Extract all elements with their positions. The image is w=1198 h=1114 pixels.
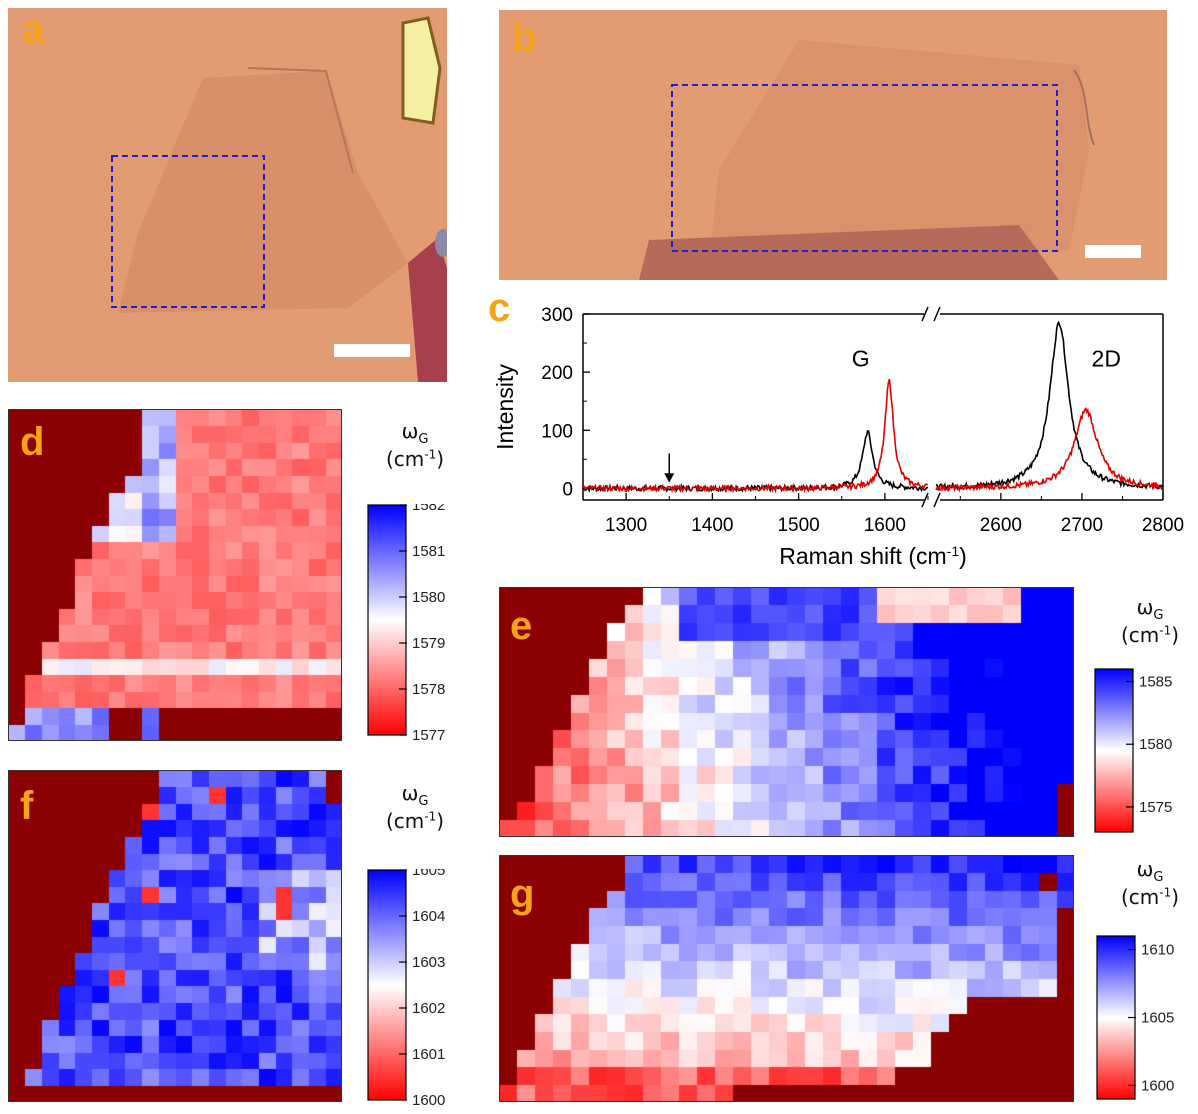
panel-label-g: g <box>510 872 535 916</box>
raman-map-d <box>9 410 341 740</box>
x-tick-label: 2600 <box>980 515 1022 536</box>
scale-bar-a <box>334 344 410 357</box>
panel-label-b: b <box>512 16 537 60</box>
colorbar-tick-label: 1580 <box>1139 736 1172 753</box>
axis-break-mark <box>933 492 941 508</box>
colorbar-tick-label: 1600 <box>412 1092 445 1109</box>
y-tick-label: 100 <box>541 421 573 442</box>
panel-label-c: c <box>488 286 511 330</box>
colorbar-tick-label: 1575 <box>1139 799 1172 816</box>
map-g-frame <box>499 855 1074 1102</box>
x-tick-label: 1300 <box>605 515 647 536</box>
raman-map-f <box>9 771 341 1101</box>
panel-label-a: a <box>22 8 45 52</box>
colorbar-tick-label: 1601 <box>412 1046 445 1063</box>
x-tick-label: 2800 <box>1142 515 1184 536</box>
x-tick-label: 1600 <box>864 515 906 536</box>
map-d-frame <box>8 409 342 741</box>
colorbar-tick-label: 1577 <box>412 727 445 744</box>
colorbar-e: 1585 1580 1575 <box>1094 668 1172 833</box>
axis-break-mark <box>921 306 929 322</box>
x-tick-label: 1500 <box>777 515 819 536</box>
optical-image-a <box>8 8 447 382</box>
axis-break-mark <box>921 492 929 508</box>
annotation-2D: 2D <box>1092 345 1121 371</box>
spectrum-red-segment-1 <box>582 378 929 494</box>
colorbar-tick-label: 1605 <box>1141 1010 1174 1027</box>
colorbar-tick-label: 1605 <box>412 869 445 879</box>
colorbar-gradient <box>367 504 407 736</box>
colorbar-tick-label: 1581 <box>412 543 445 560</box>
x-tick-label: 1400 <box>691 515 733 536</box>
colorbar-tick-label: 1580 <box>412 589 445 606</box>
colorbar-tick-label: 1610 <box>1141 942 1174 959</box>
map-f-frame <box>8 770 342 1102</box>
colorbar-title-e: ωG (cm-1) <box>1120 595 1180 647</box>
annotation-G: G <box>852 345 870 371</box>
region-box-b <box>671 84 1058 252</box>
colorbar-title-d: ωG (cm-1) <box>385 419 445 471</box>
colorbar-tick-label: 1579 <box>412 635 445 652</box>
y-tick-label: 200 <box>541 363 573 384</box>
raman-map-e <box>500 588 1073 836</box>
panel-label-d: d <box>20 420 45 464</box>
region-box-a <box>111 155 265 308</box>
colorbar-f: 1605 1604 1603 1602 1601 1600 <box>367 862 445 1109</box>
colorbar-tick-label: 1578 <box>412 681 445 698</box>
raman-spectrum-chart: 0 100 200 300 1300 1400 1500 1600 2600 2700 2800 Ra… <box>492 305 1184 569</box>
colorbar-d: 1582 1581 1580 1579 1578 1577 <box>367 497 445 744</box>
colorbar-tick-label: 1602 <box>412 1000 445 1017</box>
axis-break-mark <box>933 306 941 322</box>
panel-label-f: f <box>20 784 34 828</box>
raman-map-g <box>500 856 1073 1101</box>
optical-image-b-svg <box>499 10 1167 280</box>
colorbar-tick-label: 1600 <box>1141 1077 1174 1094</box>
panel-label-e: e <box>510 604 533 648</box>
colorbar-title-f: ωG (cm-1) <box>385 781 445 833</box>
spectrum-red-segment-2 <box>935 407 1163 493</box>
spectrum-black-segment-1 <box>582 429 929 494</box>
x-tick-label: 2700 <box>1061 515 1103 536</box>
x-axis-label: Raman shift (cm-1) <box>779 543 967 569</box>
d-band-arrowhead <box>664 473 675 483</box>
colorbar-title-g: ωG (cm-1) <box>1120 857 1180 909</box>
y-tick-label: 0 <box>562 479 573 500</box>
y-tick-label: 300 <box>541 305 573 326</box>
map-e-frame <box>499 587 1074 837</box>
colorbar-gradient <box>367 869 407 1101</box>
colorbar-tick-label: 1585 <box>1139 674 1172 691</box>
spectrum-black-segment-2 <box>935 320 1164 492</box>
colorbar-tick-label: 1582 <box>412 504 445 514</box>
optical-image-b <box>499 10 1167 280</box>
optical-image-a-svg <box>8 8 447 382</box>
colorbar-tick-label: 1603 <box>412 954 445 971</box>
scale-bar-b <box>1085 245 1141 258</box>
colorbar-tick-label: 1604 <box>412 908 445 925</box>
colorbar-g: 1610 1605 1600 <box>1096 935 1174 1100</box>
colorbar-gradient <box>1094 668 1134 833</box>
y-axis-label: Intensity <box>492 364 518 450</box>
